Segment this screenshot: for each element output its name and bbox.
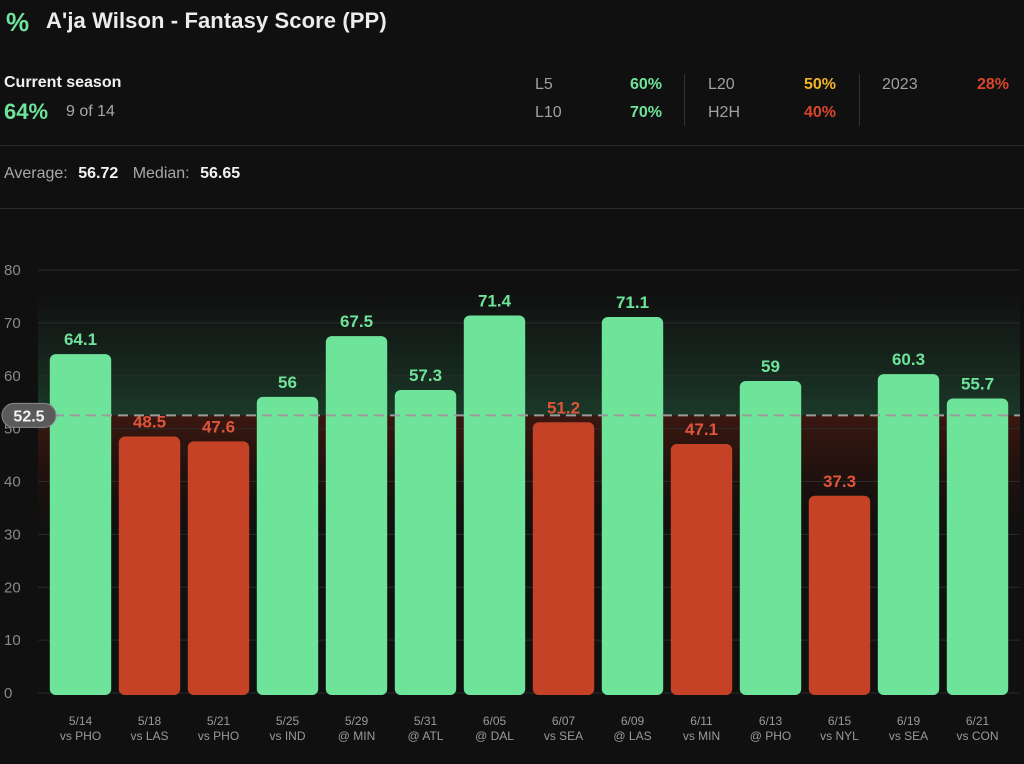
median-value: 56.65 [200,165,241,182]
y-tick-label: 40 [4,474,21,491]
season-label: Current season [4,74,122,91]
bar-value-label: 47.6 [202,417,235,436]
x-tick-opponent: @ MIN [338,729,376,743]
bar-value-label: 37.3 [823,472,856,491]
x-tick-date: 6/11 [690,714,713,728]
bar [49,354,112,695]
x-tick-date: 6/09 [621,714,645,728]
bar [670,443,733,695]
summary-row: Average: 56.72 Median: 56.65 [4,165,240,183]
divider [0,145,1024,146]
x-tick-opponent: @ PHO [750,729,792,743]
average-label: Average: [4,165,68,182]
l20-label: L20 [708,76,735,93]
y-tick-label: 70 [4,315,21,332]
prop-line-label: 52.5 [13,408,44,425]
x-tick-opponent: vs NYL [820,729,859,743]
header: % A'ja Wilson - Fantasy Score (PP) [0,0,1024,44]
x-tick-date: 5/29 [345,714,369,728]
x-tick-date: 6/05 [483,714,507,728]
x-tick-opponent: vs MIN [683,729,720,743]
x-tick-opponent: vs CON [957,729,999,743]
x-tick-opponent: vs PHO [60,729,101,743]
bar [187,441,250,695]
h2h-label: H2H [708,104,741,121]
stats-divider [684,74,685,126]
y-tick-label: 30 [4,526,21,543]
percent-icon: % [6,7,30,37]
bar-value-label: 71.4 [478,291,512,310]
divider [0,208,1024,209]
x-tick-date: 5/14 [69,714,93,728]
l5-value: 60% [629,76,662,93]
bar-value-label: 47.1 [685,420,718,439]
x-tick-opponent: @ LAS [613,729,651,743]
season-count: 9 of 14 [66,103,115,120]
y-tick-label: 0 [4,685,12,702]
bar [601,317,664,695]
bar-value-label: 55.7 [961,374,994,393]
l5-label: L5 [535,76,553,93]
x-tick-date: 6/19 [897,714,921,728]
bar [946,398,1009,695]
bar [394,390,457,695]
l10-label: L10 [535,104,562,121]
bar [325,336,388,695]
over-zone [38,290,1020,416]
y2023-value: 28% [976,76,1009,93]
page-title: A'ja Wilson - Fantasy Score (PP) [46,8,387,33]
y-tick-label: 80 [4,262,21,279]
bar-value-label: 71.1 [616,293,649,312]
x-tick-date: 6/07 [552,714,576,728]
bar-value-label: 64.1 [64,330,97,349]
bar-value-label: 67.5 [340,312,373,331]
bar-value-label: 60.3 [892,350,925,369]
bar [256,396,319,695]
bar [118,436,181,695]
bar-value-label: 48.5 [133,413,166,432]
x-tick-opponent: vs SEA [544,729,583,743]
bar-value-label: 56 [278,373,297,392]
x-tick-date: 5/18 [138,714,162,728]
x-tick-date: 6/21 [966,714,990,728]
x-tick-date: 6/13 [759,714,783,728]
bar [739,381,802,695]
y-tick-label: 20 [4,579,21,596]
y2023-label: 2023 [882,76,918,93]
average-value: 56.72 [78,165,119,182]
x-tick-date: 5/25 [276,714,300,728]
bar-value-label: 57.3 [409,366,442,385]
x-tick-date: 5/31 [414,714,438,728]
y-tick-label: 60 [4,368,21,385]
bar [463,315,526,695]
x-tick-opponent: @ ATL [408,729,444,743]
stats-divider [859,74,860,126]
prop-line-badge [1,402,57,428]
x-tick-opponent: @ DAL [475,729,514,743]
season-percent: 64% [4,99,49,124]
y-tick-label: 10 [4,632,21,649]
l10-value: 70% [629,104,662,121]
x-tick-date: 6/15 [828,714,852,728]
bar [532,422,595,695]
x-tick-opponent: vs SEA [889,729,928,743]
under-zone [38,415,1020,536]
bar-value-label: 59 [761,357,780,376]
bar-value-label: 51.2 [547,398,580,417]
x-tick-opponent: vs PHO [198,729,239,743]
h2h-value: 40% [803,104,836,121]
l20-value: 50% [803,76,836,93]
x-tick-opponent: vs LAS [130,729,168,743]
x-tick-opponent: vs IND [270,729,306,743]
bar [808,495,871,695]
median-label: Median: [132,165,190,182]
bar [877,374,940,695]
x-tick-date: 5/21 [207,714,231,728]
